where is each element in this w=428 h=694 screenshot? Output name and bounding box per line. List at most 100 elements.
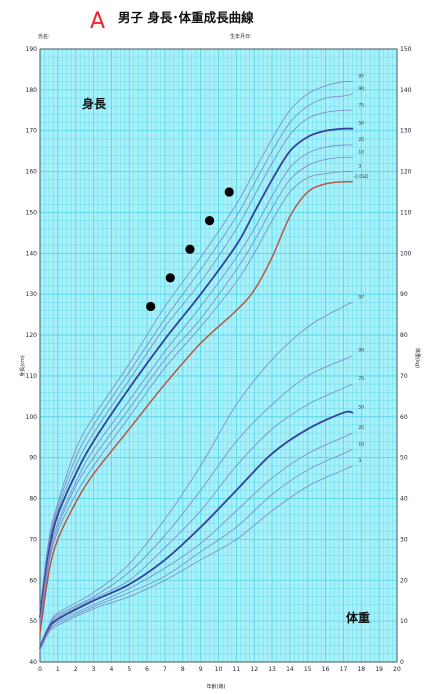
y-tick-label-left: 90 — [29, 455, 37, 462]
birth-label: 生年月日: — [230, 33, 252, 40]
y-tick-label-left: 170 — [26, 128, 38, 135]
y-tick-label-right: 30 — [400, 536, 408, 543]
y-tick-label-left: 150 — [26, 209, 38, 216]
height-percentile-97 — [39, 80, 353, 610]
name-label: 氏名: — [38, 33, 50, 40]
weight-percentile-10-label: 10 — [358, 441, 364, 447]
height-percentile-3 — [39, 171, 353, 630]
height-percentile-97-label: 97 — [358, 74, 364, 80]
weight-percentile-50-label: 50 — [358, 405, 364, 411]
y-tick-label-right: 110 — [400, 209, 412, 216]
y-tick-label-left: 140 — [26, 250, 38, 257]
y-tick-label-right: 140 — [400, 87, 412, 94]
weight-percentile-75 — [39, 383, 353, 648]
x-tick-label: 16 — [322, 666, 330, 673]
x-tick-label: 3 — [92, 666, 96, 673]
weight-percentile-75-label: 75 — [358, 376, 364, 382]
x-tick-label: 2 — [74, 666, 78, 673]
y-tick-label-right: 50 — [400, 455, 408, 462]
y-tick-label-left: 50 — [29, 618, 37, 625]
y-tick-label-right: 90 — [400, 291, 408, 298]
x-tick-label: 9 — [199, 666, 203, 673]
height-percentile-25 — [39, 144, 353, 622]
plot-area: 0 1 2 3 4 5 6 7 8 9 10 11 12 13 14 15 16 17 18 19 2040506070… — [26, 46, 412, 673]
weight-percentile-90-label: 90 — [358, 348, 364, 354]
y-tick-label-right: 40 — [400, 496, 408, 503]
x-tick-label: 8 — [181, 666, 185, 673]
weight-percentile-90 — [39, 355, 353, 647]
x-tick-label: 4 — [109, 666, 113, 673]
x-tick-label: 14 — [286, 666, 294, 673]
y-tick-label-right: 100 — [400, 250, 412, 257]
x-tick-label: 20 — [393, 666, 401, 673]
y-tick-label-right: 80 — [400, 332, 408, 339]
height-data-point — [204, 216, 215, 226]
height-percentile-50-label: 50 — [358, 121, 364, 127]
x-tick-label: 18 — [357, 666, 365, 673]
y-tick-label-right: 120 — [400, 169, 412, 176]
height-sd-line — [39, 180, 354, 635]
height-percentile-90 — [39, 93, 353, 614]
y-tick-label-right: 60 — [400, 414, 408, 421]
y-tick-label-right: 70 — [400, 373, 408, 380]
x-tick-label: 15 — [304, 666, 312, 673]
x-tick-label: 6 — [145, 666, 149, 673]
y-tick-label-left: 80 — [29, 496, 37, 503]
x-tick-label: 17 — [340, 666, 348, 673]
y-axis-label-left: 身長(cm) — [19, 355, 26, 377]
x-axis-label: 年齢(歳) — [207, 683, 226, 690]
weight-percentile-25 — [39, 432, 353, 650]
x-tick-label: 13 — [268, 666, 276, 673]
weight-percentile-3 — [39, 465, 353, 651]
y-tick-label-left: 40 — [29, 659, 37, 666]
height-data-point — [165, 273, 175, 283]
height-percentile-50 — [39, 127, 354, 618]
weight-section-label: 体重 — [346, 610, 370, 625]
x-tick-label: 11 — [233, 666, 241, 673]
y-tick-label-left: 100 — [26, 414, 38, 421]
y-tick-label-left: 120 — [26, 332, 38, 339]
y-tick-label-right: 130 — [400, 128, 412, 135]
height-percentile-3-label: 3 — [358, 164, 361, 170]
y-tick-label-left: 130 — [26, 291, 38, 298]
height-data-point — [224, 187, 234, 197]
height-sd-line-label: -2.0SD — [353, 174, 369, 180]
panel-marker: A — [90, 9, 105, 34]
x-tick-label: 1 — [56, 666, 60, 673]
y-tick-label-right: 0 — [400, 659, 404, 666]
y-tick-label-left: 190 — [26, 46, 38, 53]
y-tick-label-left: 110 — [26, 373, 38, 380]
weight-percentile-25-label: 25 — [358, 425, 364, 431]
x-tick-label: 7 — [163, 666, 167, 673]
y-tick-label-left: 180 — [26, 87, 38, 94]
height-section-label: 身長 — [82, 96, 107, 111]
x-tick-label: 0 — [38, 666, 42, 673]
y-axis-label-right: 体重(kg) — [414, 348, 421, 368]
height-percentile-75 — [39, 109, 353, 616]
y-tick-label-right: 10 — [400, 618, 408, 625]
height-percentile-25-label: 25 — [358, 137, 364, 143]
height-percentile-75-label: 75 — [358, 102, 364, 108]
weight-percentile-97-label: 97 — [358, 294, 364, 300]
x-tick-label: 5 — [127, 666, 131, 673]
y-tick-label-left: 60 — [29, 577, 37, 584]
height-percentile-90-label: 90 — [358, 86, 364, 92]
x-tick-label: 19 — [375, 666, 383, 673]
plot-border — [39, 48, 398, 663]
weight-percentile-97 — [39, 301, 353, 647]
y-tick-label-left: 160 — [26, 169, 38, 176]
x-tick-label: 10 — [215, 666, 223, 673]
weight-percentile-50 — [39, 410, 354, 650]
height-data-point — [146, 301, 156, 312]
height-data-point — [185, 244, 195, 254]
chart-title: 男子 身長･体重成長曲線 — [118, 10, 254, 25]
weight-percentile-10 — [39, 449, 353, 651]
y-tick-label-right: 20 — [400, 577, 408, 584]
y-tick-label-left: 70 — [29, 536, 37, 543]
weight-percentile-3-label: 3 — [358, 458, 361, 464]
y-tick-label-right: 150 — [400, 46, 412, 53]
height-percentile-10-label: 10 — [358, 149, 364, 155]
height-percentile-10 — [39, 156, 353, 626]
x-tick-label: 12 — [250, 666, 258, 673]
